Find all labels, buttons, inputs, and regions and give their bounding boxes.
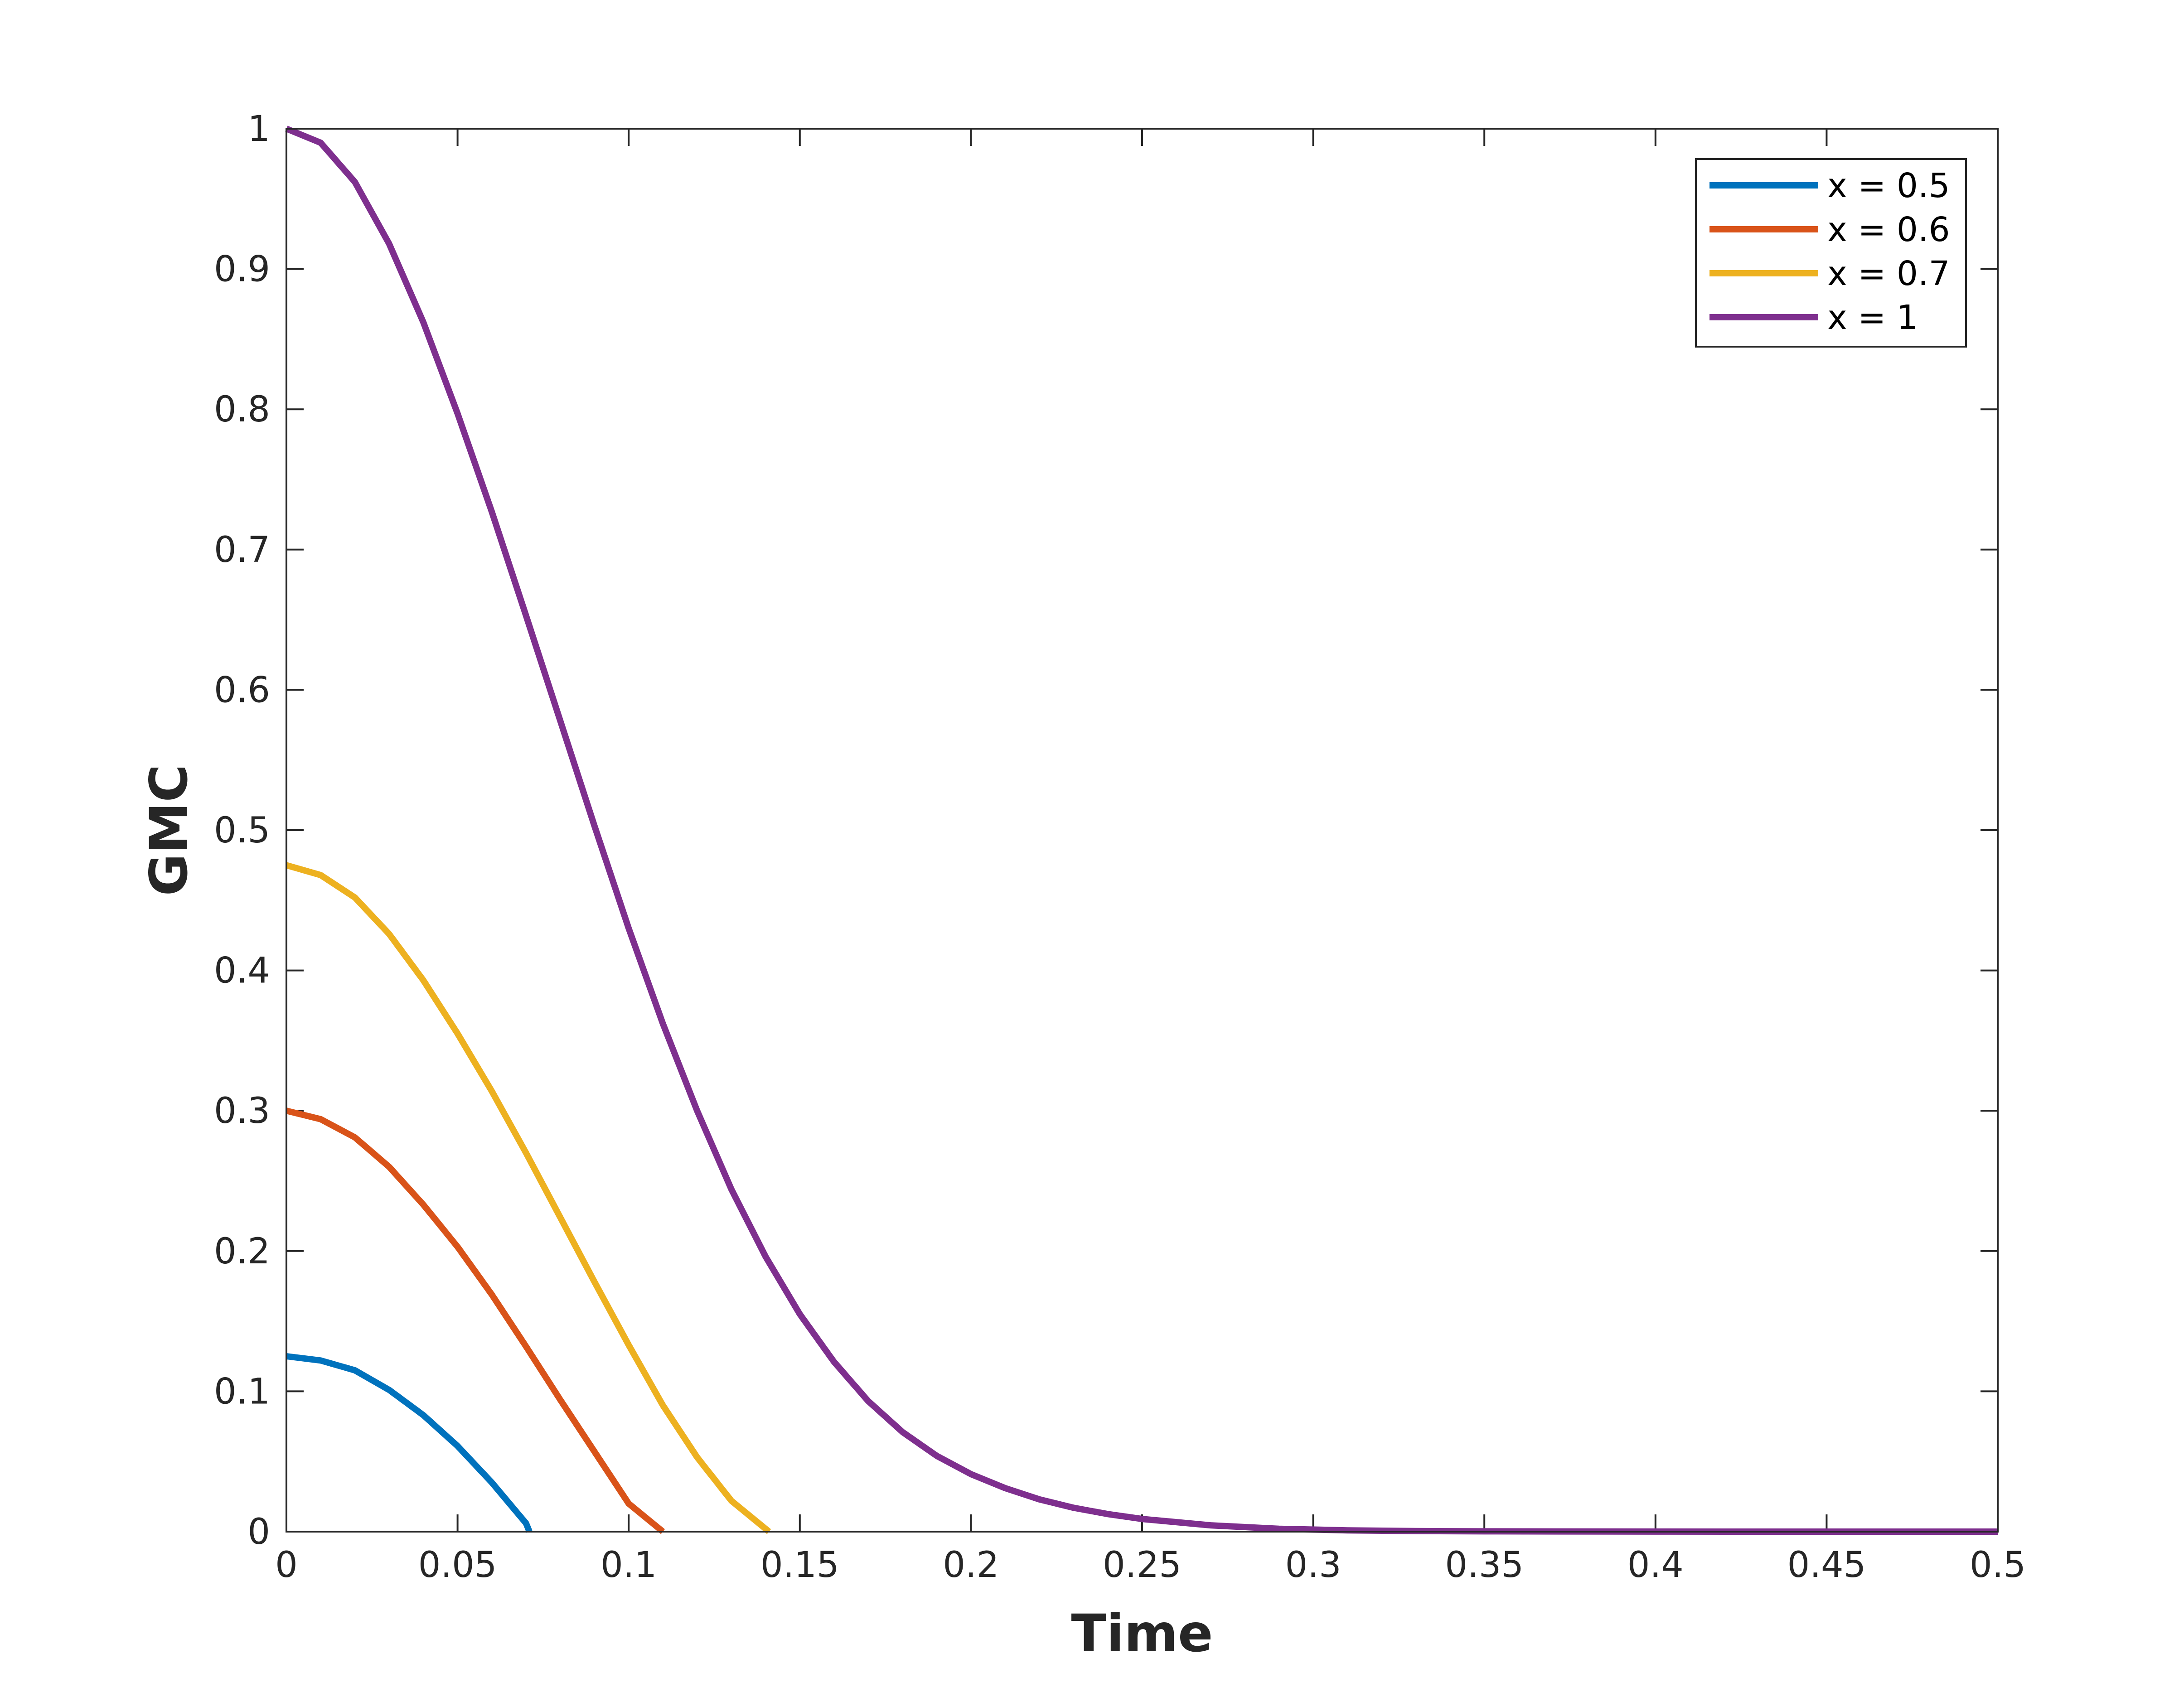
- y-tick-label: 0: [247, 1512, 270, 1552]
- y-axis-title: GMC: [139, 764, 199, 896]
- x-tick-label: 0.4: [1627, 1545, 1684, 1586]
- legend-label-3: x = 0.7: [1827, 254, 1950, 293]
- x-tick-label: 0.25: [1103, 1545, 1182, 1586]
- x-tick-label: 0.2: [943, 1545, 999, 1586]
- y-tick-label: 0.9: [214, 249, 270, 290]
- x-tick-label: 0.45: [1787, 1545, 1866, 1586]
- lines-layer: [285, 126, 1998, 1535]
- y-tick-label: 0.3: [214, 1091, 270, 1131]
- x-tick-label: 0.5: [1970, 1545, 2026, 1586]
- x-tick-label: 0: [275, 1545, 298, 1586]
- legend-label-1: x = 0.5: [1827, 166, 1950, 205]
- ticks-layer: 0 0.05 0.1 0.15 0.2 0.25 0.3 0.35 0.4 0.45 0.5 0 0.1…: [214, 109, 2026, 1586]
- plot-frame: [286, 128, 1999, 1533]
- x-tick-label: 0.15: [760, 1545, 839, 1586]
- y-tick-label: 0.1: [214, 1371, 270, 1412]
- legend-label-4: x = 1: [1827, 298, 1918, 337]
- y-tick-label: 0.4: [214, 951, 270, 991]
- series-line-3: [286, 862, 771, 1534]
- y-tick-label: 0.5: [214, 810, 270, 851]
- series-line-4: [285, 126, 1998, 1535]
- x-tick-label: 0.1: [600, 1545, 657, 1586]
- y-tick-label: 0.2: [214, 1231, 270, 1272]
- y-tick-label: 0.8: [214, 389, 270, 430]
- series-line-2: [286, 1107, 665, 1534]
- x-tick-label: 0.05: [418, 1545, 497, 1586]
- legend: x = 0.5 x = 0.6 x = 0.7 x = 1: [1695, 158, 1967, 348]
- x-tick-label: 0.3: [1285, 1545, 1341, 1586]
- y-tick-label: 0.7: [214, 530, 270, 571]
- x-tick-label: 0.35: [1445, 1545, 1524, 1586]
- x-axis-title: Time: [1071, 1603, 1213, 1663]
- series-line-1: [286, 1353, 533, 1533]
- y-tick-label: 1: [247, 109, 270, 150]
- legend-label-2: x = 0.6: [1827, 210, 1950, 249]
- y-tick-label: 0.6: [214, 670, 270, 711]
